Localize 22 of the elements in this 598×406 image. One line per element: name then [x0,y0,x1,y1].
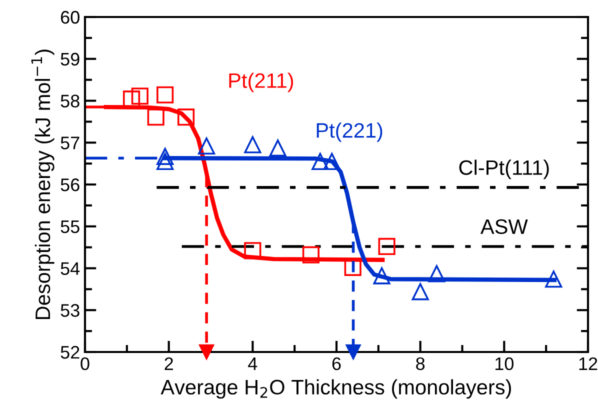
x-tick-label: 0 [80,357,90,370]
annotation: ASW [480,219,528,234]
y-tick-label: 56 [60,178,80,192]
y-tick-label: 59 [60,52,80,66]
series-label: Pt(211) [229,72,294,92]
y-tick-label: 53 [60,304,80,317]
y-tick-label: 55 [60,220,80,234]
y-tick-label: 60 [60,10,80,24]
y-tick-label: 54 [60,262,80,275]
x-axis-title: Average H$_{2}$O Thickness (monolayers) [160,379,511,399]
y-tick-label: 52 [60,346,80,359]
y-tick-label: 58 [60,94,80,108]
x-tick-label: 10 [496,357,514,370]
annotation: Cl-Pt(111) [459,160,549,180]
y-tick-label: 57 [60,136,80,150]
x-tick-label: 12 [579,357,598,370]
x-tick-label: 2 [164,357,173,370]
series-label: Pt(221) [316,122,382,142]
x-tick-label: 6 [332,357,341,370]
y-axis-title: Desorption energy (kJ mol$^{−1}$) [31,50,54,320]
x-tick-label: 8 [416,357,425,370]
x-tick-label: 4 [248,358,258,370]
